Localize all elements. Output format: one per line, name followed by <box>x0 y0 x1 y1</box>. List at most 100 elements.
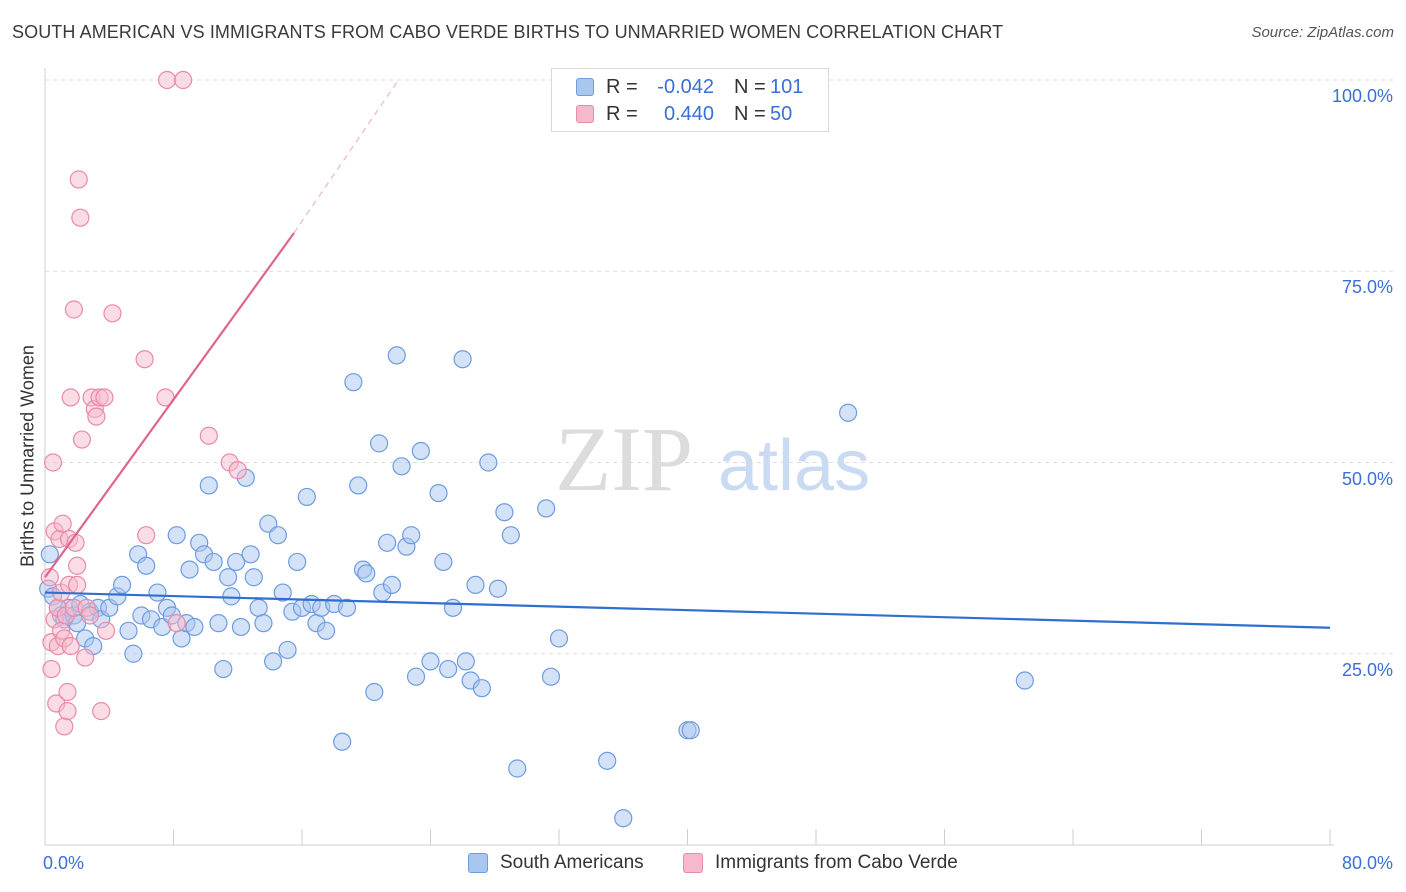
legend-label: South Americans <box>500 852 644 873</box>
south-american-point <box>119 621 138 640</box>
south-american-point <box>365 682 384 702</box>
zipatlas-watermark: ZIP atlas <box>555 408 870 510</box>
cabo-verde-point <box>137 526 156 545</box>
south-american-point <box>185 617 204 637</box>
y-axis-label: Births to Unmarried Women <box>17 345 38 567</box>
south-american-point <box>402 526 421 545</box>
legend-n-value: 50 <box>770 102 793 125</box>
y-tick-label: 25.0% <box>1341 659 1393 680</box>
legend-n-value: 101 <box>770 75 804 98</box>
legend-r-label: R = <box>606 102 638 125</box>
south-american-point <box>199 476 218 495</box>
y-tick-label: 50.0% <box>1341 468 1393 489</box>
cabo-verde-trend-line <box>44 232 295 578</box>
south-american-point <box>297 487 316 507</box>
south-american-point <box>378 533 397 552</box>
grid-lines <box>45 79 1394 655</box>
south-american-point <box>349 476 368 495</box>
legend-r-value: 0.440 <box>663 102 714 125</box>
south-american-point <box>488 579 508 598</box>
south-american-point <box>148 583 167 602</box>
axes <box>44 68 1334 846</box>
trend-lines <box>44 79 1331 629</box>
cabo-verde-point <box>61 636 80 656</box>
south-american-point <box>382 575 402 595</box>
south-american-point <box>316 621 336 640</box>
south-american-point <box>333 732 352 751</box>
south-american-point <box>495 503 514 522</box>
cabo-verde-point <box>87 407 106 426</box>
south-american-point <box>466 575 485 595</box>
y-tick-label: 100.0% <box>1331 86 1393 106</box>
legend-swatch-blue <box>576 78 594 96</box>
south-american-point <box>219 568 238 587</box>
south-american-point <box>429 484 448 503</box>
cabo-verde-point <box>157 70 177 90</box>
south-american-point <box>472 679 491 698</box>
cabo-verde-point <box>58 682 77 702</box>
south-american-point <box>839 403 858 422</box>
south-american-trend-line <box>44 591 1331 629</box>
south-american-point <box>244 568 263 587</box>
south-american-point <box>249 598 268 617</box>
cabo-verde-point <box>80 606 100 625</box>
south-american-point <box>204 552 223 572</box>
south-american-point <box>439 659 458 679</box>
cabo-verde-point <box>43 453 63 472</box>
cabo-verde-point <box>76 648 95 667</box>
south-american-point <box>614 809 633 828</box>
south-american-point <box>479 453 498 472</box>
cabo-verde-point <box>42 659 61 679</box>
legend-r-value: -0.042 <box>657 75 714 98</box>
cabo-verde-trend-extension <box>293 79 399 234</box>
legend-row-cabo-verde: R = 0.440 N = 50 <box>576 101 792 127</box>
south-american-point <box>167 526 186 545</box>
south-american-point <box>231 617 251 637</box>
cabo-verde-point <box>103 304 122 323</box>
south-american-point <box>1015 671 1034 690</box>
x-tick-label: 80.0% <box>1341 853 1393 873</box>
south-american-point <box>241 545 260 564</box>
south-american-point <box>40 545 59 564</box>
legend-n-label: N = <box>734 102 766 125</box>
legend-row-south-americans: R = -0.042 N = 101 <box>576 74 803 100</box>
south-american-point <box>541 667 561 686</box>
cabo-verde-point <box>55 717 74 736</box>
cabo-verde-point <box>135 350 154 369</box>
cabo-verde-point <box>95 388 114 407</box>
cabo-verde-point <box>58 702 77 721</box>
legend-swatch-pink <box>683 853 703 873</box>
x-tick-label: 0.0% <box>43 853 85 873</box>
chart-title: SOUTH AMERICAN VS IMMIGRANTS FROM CABO V… <box>12 22 1004 42</box>
watermark-zip: ZIP <box>555 408 693 510</box>
south-american-point <box>268 526 288 545</box>
south-american-point <box>392 457 411 476</box>
south-american-point <box>508 759 527 778</box>
cabo-verde-point <box>72 430 92 449</box>
south-american-point <box>387 346 406 365</box>
south-american-point <box>214 659 233 679</box>
south-american-point <box>222 587 241 606</box>
cabo-verde-point <box>92 702 111 721</box>
legend-item-south-americans[interactable]: South Americans <box>468 852 644 874</box>
correlation-legend: R = -0.042 N = 101 R = 0.440 N = 50 <box>551 68 829 132</box>
south-american-point <box>434 552 453 572</box>
cabo-verde-point <box>64 300 84 319</box>
south-american-point <box>453 350 472 369</box>
cabo-verde-point <box>199 426 218 445</box>
data-points <box>39 70 1034 828</box>
legend-swatch-blue <box>468 853 488 873</box>
cabo-verde-point <box>61 388 80 407</box>
south-american-point <box>443 598 463 617</box>
legend-swatch-pink <box>576 105 594 123</box>
legend-item-cabo-verde[interactable]: Immigrants from Cabo Verde <box>683 852 958 874</box>
cabo-verde-point <box>53 514 72 533</box>
watermark-atlas: atlas <box>718 426 870 506</box>
cabo-verde-point <box>96 621 116 640</box>
y-tick-label: 75.0% <box>1341 277 1393 298</box>
south-american-point <box>421 652 440 671</box>
south-american-point <box>537 499 556 518</box>
south-american-point <box>370 434 389 453</box>
south-american-point <box>180 560 199 579</box>
